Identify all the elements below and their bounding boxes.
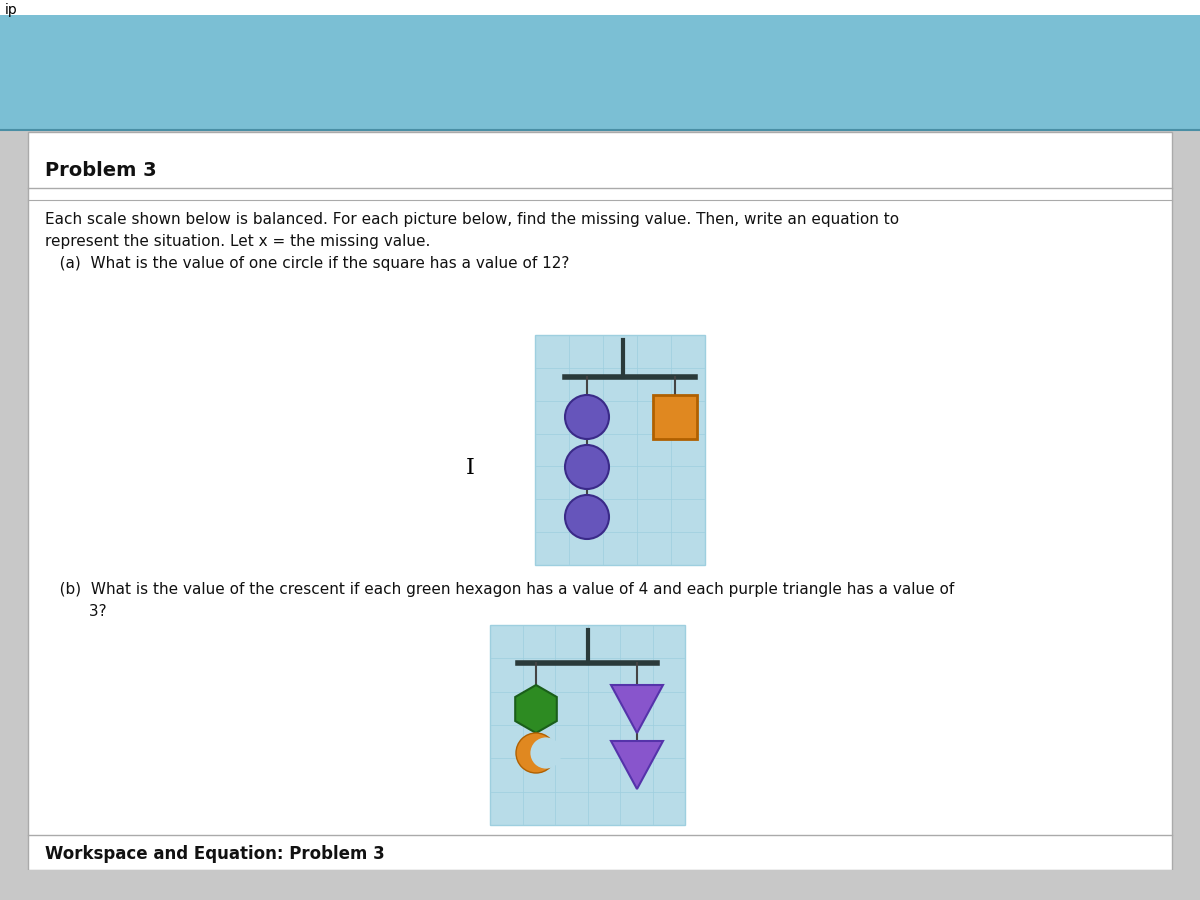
Circle shape <box>516 733 556 773</box>
FancyBboxPatch shape <box>28 132 1172 870</box>
FancyBboxPatch shape <box>535 335 706 565</box>
FancyBboxPatch shape <box>653 395 697 439</box>
Text: Workspace and Equation: Problem 3: Workspace and Equation: Problem 3 <box>46 845 385 863</box>
Polygon shape <box>611 685 662 733</box>
Polygon shape <box>515 685 557 733</box>
Circle shape <box>565 395 610 439</box>
Text: I: I <box>466 457 474 480</box>
Circle shape <box>565 495 610 539</box>
Text: (a)  What is the value of one circle if the square has a value of 12?: (a) What is the value of one circle if t… <box>46 256 569 271</box>
Text: 3?: 3? <box>46 604 107 619</box>
Text: (b)  What is the value of the crescent if each green hexagon has a value of 4 an: (b) What is the value of the crescent if… <box>46 582 954 597</box>
FancyBboxPatch shape <box>0 15 1200 130</box>
Text: represent the situation. Let x = the missing value.: represent the situation. Let x = the mis… <box>46 234 431 249</box>
Text: Each scale shown below is balanced. For each picture below, find the missing val: Each scale shown below is balanced. For … <box>46 212 899 227</box>
Polygon shape <box>611 741 662 789</box>
FancyBboxPatch shape <box>490 625 685 825</box>
Circle shape <box>565 445 610 489</box>
Text: Problem 3: Problem 3 <box>46 160 157 179</box>
Circle shape <box>530 737 562 769</box>
FancyBboxPatch shape <box>0 0 1200 15</box>
Text: ip: ip <box>5 3 18 17</box>
FancyBboxPatch shape <box>0 870 1200 900</box>
